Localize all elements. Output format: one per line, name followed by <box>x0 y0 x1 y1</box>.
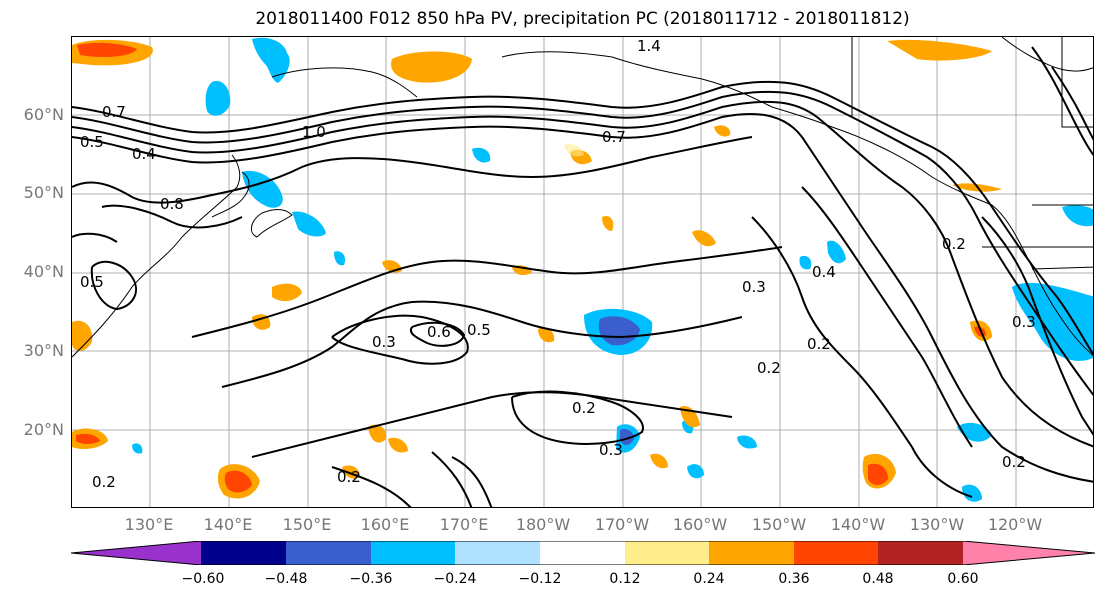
colorbar-tick: −0.12 <box>518 571 562 587</box>
contour-label: 0.7 <box>102 103 126 121</box>
colorbar-segment <box>286 541 371 565</box>
lat-label-50n: 50°N <box>23 183 64 202</box>
colorbar <box>71 541 1095 565</box>
colorbar-tick: 0.12 <box>609 571 641 587</box>
map-canvas: 0.7 0.4 0.5 0.8 1.0 1.4 0.7 0.3 0.6 0.5 … <box>72 37 1093 507</box>
contour-label: 0.8 <box>160 195 184 213</box>
contour-label: 0.6 <box>427 323 451 341</box>
lat-label-60n: 60°N <box>23 105 64 124</box>
contour-label: 0.3 <box>1012 313 1036 331</box>
contour-labels: 0.7 0.4 0.5 0.8 1.0 1.4 0.7 0.3 0.6 0.5 … <box>80 37 1036 491</box>
colorbar-extend-low <box>71 541 201 565</box>
lat-label-20n: 20°N <box>23 420 64 439</box>
contour-label: 0.2 <box>1002 453 1026 471</box>
lat-label-40n: 40°N <box>23 262 64 281</box>
colorbar-tick: −0.36 <box>349 571 393 587</box>
contour-label: 0.2 <box>92 473 116 491</box>
contour-label: 0.7 <box>602 128 626 146</box>
lon-label-140e: 140°E <box>203 515 253 534</box>
contour-label: 0.3 <box>742 278 766 296</box>
colorbar-segment <box>625 541 709 565</box>
contour-label: 0.2 <box>757 359 781 377</box>
lon-label-160e: 160°E <box>360 515 410 534</box>
contour-label: 0.5 <box>467 321 491 339</box>
colorbar-extend-high <box>963 541 1095 565</box>
colorbar-tick: 0.36 <box>778 571 810 587</box>
contour-label: 0.3 <box>372 333 396 351</box>
lon-label-120w: 120°W <box>987 515 1043 534</box>
lon-label-160w: 160°W <box>672 515 728 534</box>
contour-label: 0.4 <box>132 145 156 163</box>
map-title: 2018011400 F012 850 hPa PV, precipitatio… <box>255 9 910 29</box>
graticule <box>72 37 1093 507</box>
contour-label: 0.4 <box>812 263 836 281</box>
pv-contours <box>72 46 1093 507</box>
lon-label-170w: 170°W <box>594 515 650 534</box>
lon-label-130e: 130°E <box>124 515 174 534</box>
colorbar-tick: 0.60 <box>947 571 979 587</box>
contour-label: 0.5 <box>80 133 104 151</box>
contour-label: 0.2 <box>572 399 596 417</box>
lon-label-170e: 170°E <box>439 515 489 534</box>
coastlines <box>72 37 1093 358</box>
lat-label-30n: 30°N <box>23 341 64 360</box>
colorbar-segment <box>878 541 963 565</box>
colorbar-segment <box>540 541 625 565</box>
lon-label-130w: 130°W <box>909 515 965 534</box>
contour-label: 0.2 <box>807 335 831 353</box>
colorbar-segment <box>709 541 794 565</box>
colorbar-tick: −0.48 <box>264 571 308 587</box>
contour-label: 0.2 <box>942 235 966 253</box>
colorbar-tick: −0.60 <box>181 571 225 587</box>
colorbar-segment <box>794 541 878 565</box>
contour-label: 0.3 <box>599 441 623 459</box>
colorbar-tick: 0.24 <box>693 571 725 587</box>
contour-label: 0.2 <box>337 468 361 486</box>
precip-shading <box>72 37 1093 502</box>
contour-label: 1.4 <box>637 37 661 55</box>
colorbar-tick: −0.24 <box>433 571 477 587</box>
contour-label: 1.0 <box>302 123 326 141</box>
colorbar-tick: 0.48 <box>862 571 894 587</box>
colorbar-segment <box>455 541 540 565</box>
contour-label: 0.5 <box>80 273 104 291</box>
lon-label-180w: 180°W <box>515 515 571 534</box>
colorbar-segment <box>201 541 286 565</box>
map-panel: 0.7 0.4 0.5 0.8 1.0 1.4 0.7 0.3 0.6 0.5 … <box>71 36 1094 508</box>
lon-label-150e: 150°E <box>282 515 332 534</box>
colorbar-segment <box>371 541 455 565</box>
lon-label-140w: 140°W <box>830 515 886 534</box>
lon-label-150w: 150°W <box>751 515 807 534</box>
